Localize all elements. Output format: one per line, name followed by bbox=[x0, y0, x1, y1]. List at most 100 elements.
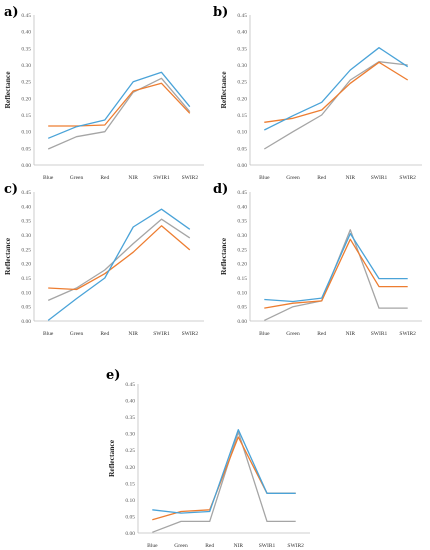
x-tick-label: Red bbox=[205, 543, 214, 549]
x-tick-label: SWIR1 bbox=[153, 331, 170, 337]
x-tick-label: Blue bbox=[259, 175, 270, 181]
chart-panel-4: d) 0.00 0.05 0.10 0.15 0.20 0.25 0.30 0.35 0.40 0.… bbox=[213, 182, 422, 337]
y-tick-label: 0.25 bbox=[21, 247, 31, 253]
y-tick-label: 0.10 bbox=[125, 498, 135, 504]
x-tick-label: NIR bbox=[346, 175, 356, 181]
series-line-orange bbox=[264, 61, 409, 123]
series-line-blue bbox=[152, 429, 296, 514]
series-line-gray bbox=[152, 431, 296, 533]
panel-label: a) bbox=[4, 5, 19, 20]
y-tick-label: 0.45 bbox=[125, 382, 135, 388]
panel-label: e) bbox=[106, 368, 120, 383]
y-tick-label: 0.45 bbox=[21, 13, 31, 19]
y-axis-title: Reflectance bbox=[219, 237, 228, 275]
x-tick-label: SWIR2 bbox=[399, 331, 416, 337]
y-tick-label: 0.15 bbox=[21, 276, 31, 282]
x-tick-label: SWIR2 bbox=[287, 543, 304, 549]
y-tick-label: 0.15 bbox=[125, 481, 135, 487]
y-tick-label: 0.10 bbox=[237, 130, 247, 136]
x-tick-label: SWIR1 bbox=[371, 331, 388, 337]
y-tick-label: 0.30 bbox=[21, 233, 31, 239]
x-tick-label: Green bbox=[286, 331, 300, 337]
y-tick-label: 0.25 bbox=[125, 448, 135, 454]
y-tick-label: 0.15 bbox=[237, 276, 247, 282]
series-line-blue bbox=[264, 232, 408, 303]
series-line-gray bbox=[47, 218, 191, 301]
x-tick-label: NIR bbox=[234, 543, 244, 549]
chart-panel-1: a) 0.00 0.05 0.10 0.15 0.20 0.25 0.30 0.35 0.40 0.… bbox=[3, 5, 204, 181]
y-tick-label: 0.40 bbox=[125, 399, 135, 405]
series-line-blue bbox=[264, 47, 409, 131]
y-tick-label: 0.35 bbox=[125, 415, 135, 421]
series-line-blue bbox=[47, 71, 191, 139]
x-tick-label: Green bbox=[70, 331, 84, 337]
chart-panel-3: c) 0.00 0.05 0.10 0.15 0.20 0.25 0.30 0.35 0.40 0.… bbox=[3, 182, 204, 337]
y-axis-title: Reflectance bbox=[3, 71, 12, 109]
x-tick-label: SWIR2 bbox=[182, 175, 199, 181]
series-line-gray bbox=[47, 77, 191, 150]
y-tick-label: 0.10 bbox=[21, 130, 31, 136]
x-tick-label: Blue bbox=[259, 331, 270, 337]
y-tick-label: 0.10 bbox=[21, 290, 31, 296]
y-tick-label: 0.05 bbox=[237, 146, 247, 152]
y-tick-label: 0.20 bbox=[237, 262, 247, 268]
y-tick-label: 0.20 bbox=[237, 96, 247, 102]
y-axis-title: Reflectance bbox=[3, 237, 12, 275]
y-tick-label: 0.15 bbox=[237, 113, 247, 119]
y-tick-label: 0.00 bbox=[125, 531, 135, 537]
y-tick-label: 0.30 bbox=[237, 233, 247, 239]
y-tick-label: 0.05 bbox=[237, 305, 247, 311]
y-tick-label: 0.15 bbox=[21, 113, 31, 119]
x-tick-label: SWIR1 bbox=[259, 543, 276, 549]
y-tick-label: 0.05 bbox=[125, 514, 135, 520]
y-tick-label: 0.30 bbox=[21, 63, 31, 69]
y-tick-label: 0.20 bbox=[21, 262, 31, 268]
x-tick-label: SWIR1 bbox=[153, 175, 170, 181]
y-tick-label: 0.30 bbox=[125, 432, 135, 438]
y-tick-label: 0.00 bbox=[21, 163, 31, 169]
y-tick-label: 0.30 bbox=[237, 63, 247, 69]
y-tick-label: 0.05 bbox=[21, 305, 31, 311]
series-line-blue bbox=[47, 208, 191, 321]
y-tick-label: 0.20 bbox=[125, 465, 135, 471]
chart-panel-5: e) 0.00 0.05 0.10 0.15 0.20 0.25 0.30 0.35 0.40 0.… bbox=[106, 368, 310, 549]
y-axis-title: Reflectance bbox=[219, 71, 228, 109]
x-tick-label: NIR bbox=[346, 331, 356, 337]
panel-label: c) bbox=[4, 182, 18, 197]
x-tick-label: NIR bbox=[128, 331, 138, 337]
y-tick-label: 0.00 bbox=[237, 163, 247, 169]
x-tick-label: Blue bbox=[43, 331, 54, 337]
series-line-orange bbox=[264, 238, 408, 309]
y-tick-label: 0.45 bbox=[237, 190, 247, 196]
y-tick-label: 0.20 bbox=[21, 96, 31, 102]
y-tick-label: 0.05 bbox=[21, 146, 31, 152]
x-tick-label: SWIR1 bbox=[371, 175, 388, 181]
x-tick-label: Blue bbox=[43, 175, 54, 181]
y-axis-title: Reflectance bbox=[107, 439, 116, 477]
x-tick-label: Green bbox=[174, 543, 188, 549]
y-tick-label: 0.40 bbox=[237, 204, 247, 210]
y-tick-label: 0.45 bbox=[21, 190, 31, 196]
x-tick-label: Green bbox=[70, 175, 84, 181]
y-tick-label: 0.35 bbox=[237, 219, 247, 225]
series-line-orange bbox=[48, 225, 191, 291]
series-line-orange bbox=[48, 82, 191, 127]
y-tick-label: 0.40 bbox=[237, 30, 247, 36]
y-tick-label: 0.35 bbox=[21, 46, 31, 52]
x-tick-label: Red bbox=[100, 331, 109, 337]
y-tick-label: 0.00 bbox=[237, 319, 247, 325]
x-tick-label: Red bbox=[100, 175, 109, 181]
x-tick-label: Blue bbox=[147, 543, 158, 549]
y-tick-label: 0.35 bbox=[237, 46, 247, 52]
x-tick-label: NIR bbox=[128, 175, 138, 181]
x-tick-label: SWIR2 bbox=[399, 175, 416, 181]
y-tick-label: 0.25 bbox=[21, 80, 31, 86]
y-tick-label: 0.40 bbox=[21, 204, 31, 210]
y-tick-label: 0.25 bbox=[237, 80, 247, 86]
panel-label: b) bbox=[213, 5, 228, 20]
y-tick-label: 0.25 bbox=[237, 247, 247, 253]
y-tick-label: 0.10 bbox=[237, 290, 247, 296]
x-tick-label: Green bbox=[286, 175, 300, 181]
x-tick-label: SWIR2 bbox=[182, 331, 199, 337]
